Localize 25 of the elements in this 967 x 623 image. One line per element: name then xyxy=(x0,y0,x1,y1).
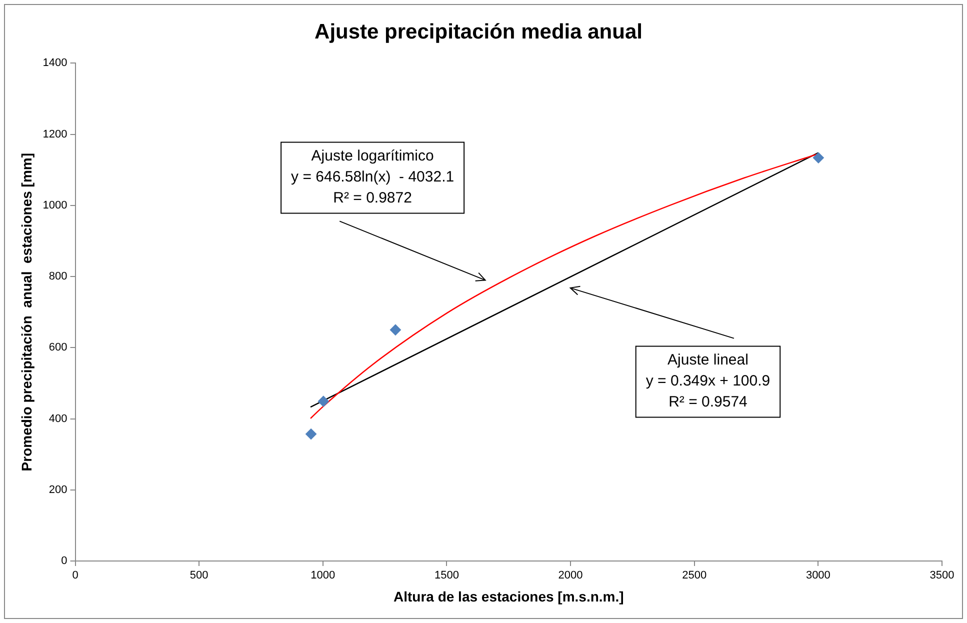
point xyxy=(812,152,824,164)
x-tick-label: 3000 xyxy=(806,570,830,582)
y-tick-label: 600 xyxy=(48,342,68,354)
y-tick-label: 0 xyxy=(61,555,68,568)
point xyxy=(390,324,401,336)
x-tick-label: 1000 xyxy=(310,570,336,582)
y-tick-label: 400 xyxy=(48,412,68,425)
y-axis-title: Promedio precipitación anual estaciones [mm] xyxy=(18,153,34,472)
x-tick-label: 1500 xyxy=(434,570,459,582)
annotation: Ajuste lineal y = 0.349x + 100.9 R² = 0.9574 xyxy=(646,351,770,410)
y-tick-label: 1200 xyxy=(42,128,68,140)
y-tick-label: 800 xyxy=(48,270,68,283)
y-tick-label: 1400 xyxy=(42,57,68,70)
x-tick-label: 2000 xyxy=(558,570,583,582)
chart-title: Ajuste precipitación media anual xyxy=(314,20,642,44)
point xyxy=(306,428,317,440)
y-tick-label: 200 xyxy=(48,484,68,496)
annotation: Ajuste logarítimico y = 646.58ln(x) - 4032.1 R² = 0.9872 xyxy=(291,147,454,206)
x-tick-label: 500 xyxy=(190,570,208,582)
y-tick-label: 1000 xyxy=(42,199,68,212)
x-tick-label: 2500 xyxy=(682,570,707,582)
x-tick-label: 0 xyxy=(72,570,78,582)
x-tick-label: 3500 xyxy=(930,570,954,582)
point xyxy=(318,396,329,407)
x-axis-title: Altura de las estaciones [m.s.n.m.] xyxy=(393,588,624,604)
